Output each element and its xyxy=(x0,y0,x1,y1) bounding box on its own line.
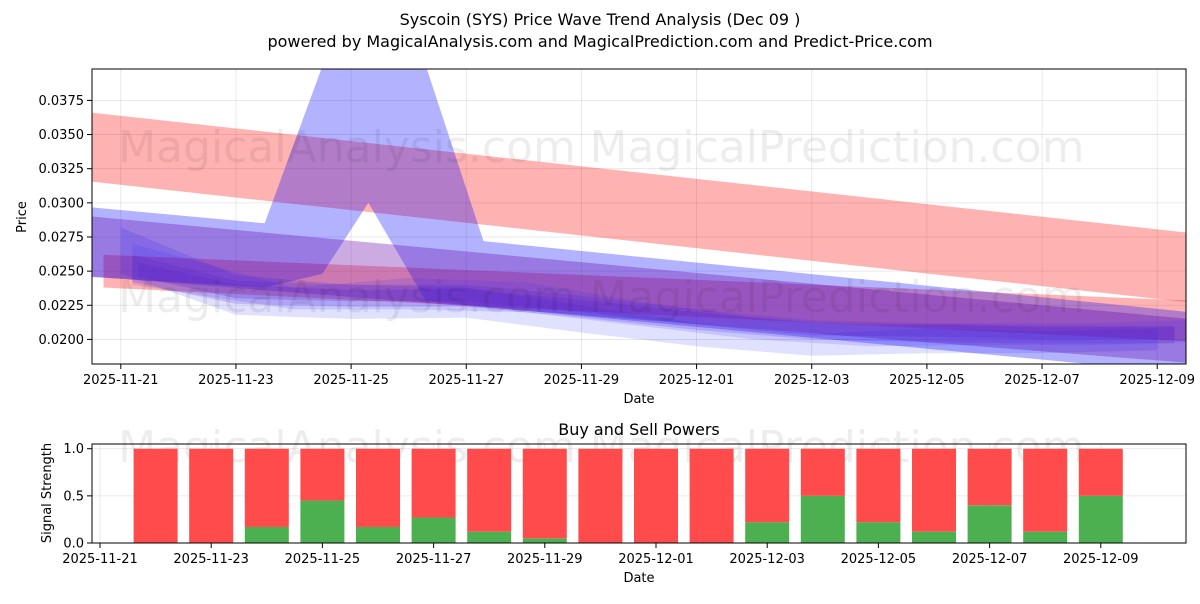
signal-panel: Buy and Sell Powers MagicalAnalysis.com … xyxy=(40,420,1186,586)
sell-bar xyxy=(690,449,734,543)
signal-y-ticks: 0.0 0.5 1.0 xyxy=(63,442,92,551)
sell-bar xyxy=(801,449,845,496)
signal-x-ticks: 2025-11-21 2025-11-23 2025-11-25 2025-11-27… xyxy=(62,543,1138,567)
signal-x-tick-label: 2025-11-23 xyxy=(173,552,249,567)
price-x-tick-label: 2025-11-27 xyxy=(428,373,504,388)
sell-bar xyxy=(189,449,233,543)
price-x-tick-label: 2025-12-09 xyxy=(1119,373,1195,388)
sell-bar xyxy=(1079,449,1123,496)
buy-bar xyxy=(968,505,1012,543)
signal-x-tick-label: 2025-11-27 xyxy=(396,552,472,567)
price-x-tick-label: 2025-12-05 xyxy=(889,373,965,388)
buy-bar xyxy=(467,532,511,543)
sell-bar xyxy=(356,449,400,527)
buy-bar xyxy=(856,522,900,543)
signal-x-tick-label: 2025-12-03 xyxy=(729,552,805,567)
price-y-axis-label: Price xyxy=(15,201,30,233)
buy-bar xyxy=(1023,532,1067,543)
signal-x-tick-label: 2025-12-05 xyxy=(841,552,917,567)
buy-bar xyxy=(801,496,845,543)
price-x-tick-label: 2025-12-07 xyxy=(1004,373,1080,388)
signal-y-tick-label: 0.0 xyxy=(63,537,84,552)
signal-x-tick-label: 2025-12-09 xyxy=(1063,552,1139,567)
sell-bar xyxy=(134,449,178,543)
buy-bar xyxy=(356,527,400,543)
sell-bar xyxy=(968,449,1012,506)
sell-bar xyxy=(856,449,900,523)
watermark-prediction-lower: MagicalPrediction.com xyxy=(590,272,1085,323)
sell-bar xyxy=(523,449,567,539)
price-wave-bands xyxy=(86,66,1200,375)
watermark-analysis-lower: MagicalAnalysis.com xyxy=(118,272,576,323)
signal-x-tick-label: 2025-11-21 xyxy=(62,552,138,567)
price-x-tick-label: 2025-12-01 xyxy=(659,373,735,388)
signal-y-axis-label: Signal Strength xyxy=(40,443,55,543)
price-y-tick-label: 0.0350 xyxy=(39,128,85,143)
price-x-tick-label: 2025-11-25 xyxy=(313,373,389,388)
sell-bar xyxy=(1023,449,1067,532)
buy-bar xyxy=(412,518,456,543)
price-y-tick-label: 0.0225 xyxy=(39,299,85,314)
price-y-tick-label: 0.0300 xyxy=(39,196,85,211)
chart-title: Syscoin (SYS) Price Wave Trend Analysis … xyxy=(400,10,801,29)
signal-y-tick-label: 0.5 xyxy=(63,489,84,504)
sell-bar xyxy=(300,449,344,501)
price-y-tick-label: 0.0325 xyxy=(39,162,85,177)
buy-bar xyxy=(1079,496,1123,543)
sell-bar xyxy=(245,449,289,527)
sell-bar xyxy=(634,449,678,543)
price-y-tick-label: 0.0375 xyxy=(39,94,85,109)
buy-bar xyxy=(245,527,289,543)
signal-x-axis-label: Date xyxy=(623,571,654,586)
price-y-tick-label: 0.0275 xyxy=(39,230,85,245)
chart-subtitle: powered by MagicalAnalysis.com and Magic… xyxy=(267,32,932,51)
sell-bar xyxy=(467,449,511,532)
signal-x-tick-label: 2025-12-01 xyxy=(618,552,694,567)
watermark-prediction: MagicalPrediction.com xyxy=(590,122,1085,173)
buy-bar xyxy=(912,532,956,543)
sell-bar xyxy=(412,449,456,518)
signal-x-tick-label: 2025-12-07 xyxy=(952,552,1028,567)
price-x-axis-label: Date xyxy=(623,392,654,407)
signal-x-tick-label: 2025-11-29 xyxy=(507,552,583,567)
price-x-tick-label: 2025-12-03 xyxy=(774,373,850,388)
price-x-tick-label: 2025-11-29 xyxy=(544,373,620,388)
sell-bar xyxy=(912,449,956,532)
sell-bar xyxy=(578,449,622,543)
buy-bar xyxy=(300,501,344,543)
price-x-tick-label: 2025-11-21 xyxy=(83,373,159,388)
buy-bar xyxy=(745,522,789,543)
signal-y-tick-label: 1.0 xyxy=(63,442,84,457)
buy-bar xyxy=(523,538,567,543)
price-y-tick-label: 0.0200 xyxy=(39,333,85,348)
price-x-tick-label: 2025-11-23 xyxy=(198,373,274,388)
sell-bar xyxy=(745,449,789,523)
price-y-tick-label: 0.0250 xyxy=(39,265,85,280)
signal-x-tick-label: 2025-11-25 xyxy=(285,552,361,567)
watermark-analysis: MagicalAnalysis.com xyxy=(118,122,576,173)
price-x-ticks: 2025-11-21 2025-11-23 2025-11-25 2025-11-27… xyxy=(83,364,1195,388)
price-y-ticks: 0.0200 0.0225 0.0250 0.0275 0.0300 0.0325 0.03… xyxy=(39,94,93,348)
price-panel: MagicalAnalysis.com MagicalPrediction.co… xyxy=(15,66,1200,407)
